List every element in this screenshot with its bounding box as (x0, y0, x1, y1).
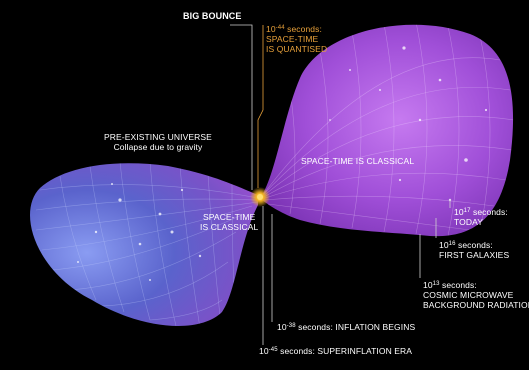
quantised-label: 10-44 seconds: SPACE-TIME IS QUANTISED (266, 24, 328, 54)
pre-existing-universe-label: PRE-EXISTING UNIVERSE Collapse due to gr… (104, 132, 212, 152)
first-galaxies-label: 1016 seconds: FIRST GALAXIES (439, 240, 510, 260)
right-universe-cone (262, 24, 514, 237)
superinflation-label: 10-45 seconds: SUPERINFLATION ERA (259, 346, 413, 356)
left-universe-cone (30, 163, 258, 326)
big-bounce-point (250, 187, 270, 207)
cmb-label: 1013 seconds: COSMIC MICROWAVE BACKGROUN… (423, 280, 529, 310)
leader-lines (230, 24, 451, 345)
inflation-begins-label: 10-38 seconds: INFLATION BEGINS (277, 322, 416, 332)
classical-right-label: SPACE-TIME IS CLASSICAL (301, 156, 415, 166)
today-label: 1017 seconds: TODAY (454, 207, 508, 227)
big-bounce-label: BIG BOUNCE (183, 11, 242, 21)
classical-left-label: SPACE-TIME IS CLASSICAL (200, 212, 259, 232)
